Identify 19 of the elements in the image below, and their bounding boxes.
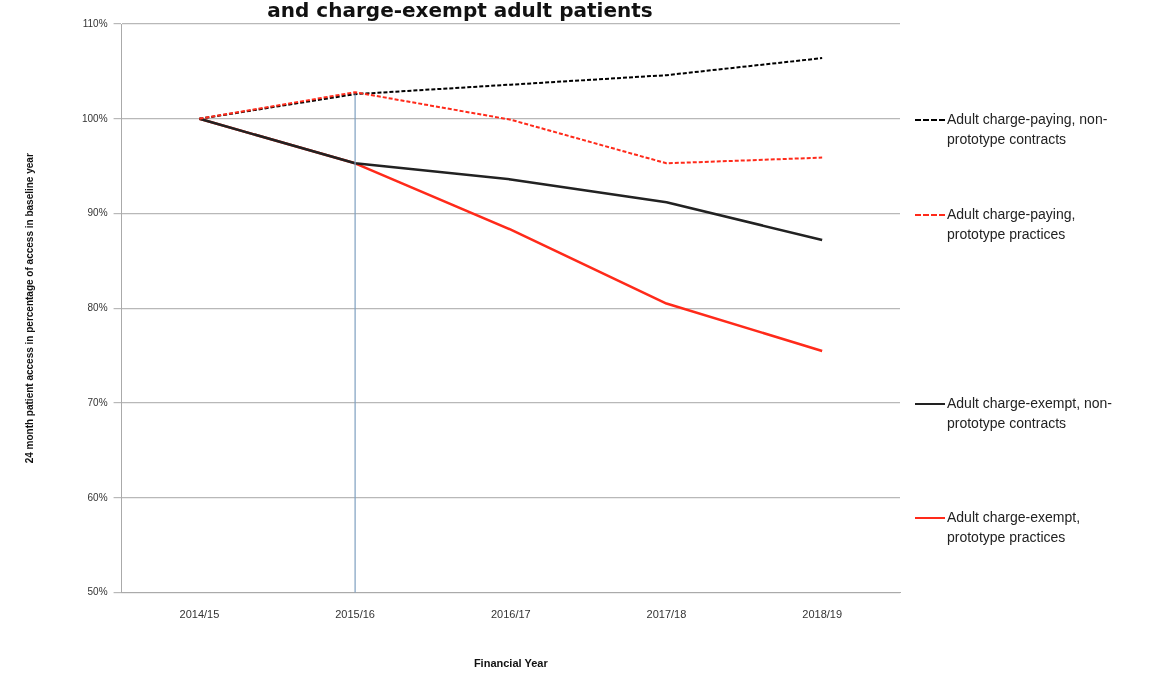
x-axis-title: Financial Year — [473, 657, 549, 670]
chart-title: and charge-exempt adult patients — [267, 0, 653, 23]
y-tick-label: 90% — [87, 207, 108, 219]
y-tick-label: 60% — [87, 491, 108, 503]
legend-label: Adult charge-paying, non-prototype contracts — [947, 109, 1109, 149]
y-tick-label: 80% — [87, 302, 108, 314]
legend-label: Adult charge-exempt, non-prototype contracts — [947, 394, 1113, 434]
legend-label: Adult charge-paying, prototype practices — [947, 204, 1077, 244]
y-tick-label: 50% — [87, 586, 108, 598]
legend-label: Adult charge-exempt, prototype practices — [947, 507, 1082, 547]
x-tick-label: 2017/18 — [646, 608, 687, 621]
x-tick-label: 2016/17 — [490, 608, 531, 621]
y-axis-title: 24 month patient access in percentage of access in baseline year — [23, 153, 35, 464]
x-tick-label: 2018/19 — [802, 608, 843, 621]
y-tick-label: 110% — [82, 17, 108, 29]
y-tick-label: 70% — [87, 396, 108, 408]
y-tick-label: 100% — [82, 112, 108, 124]
x-tick-label: 2014/15 — [179, 608, 220, 621]
x-tick-label: 2015/16 — [335, 608, 375, 621]
